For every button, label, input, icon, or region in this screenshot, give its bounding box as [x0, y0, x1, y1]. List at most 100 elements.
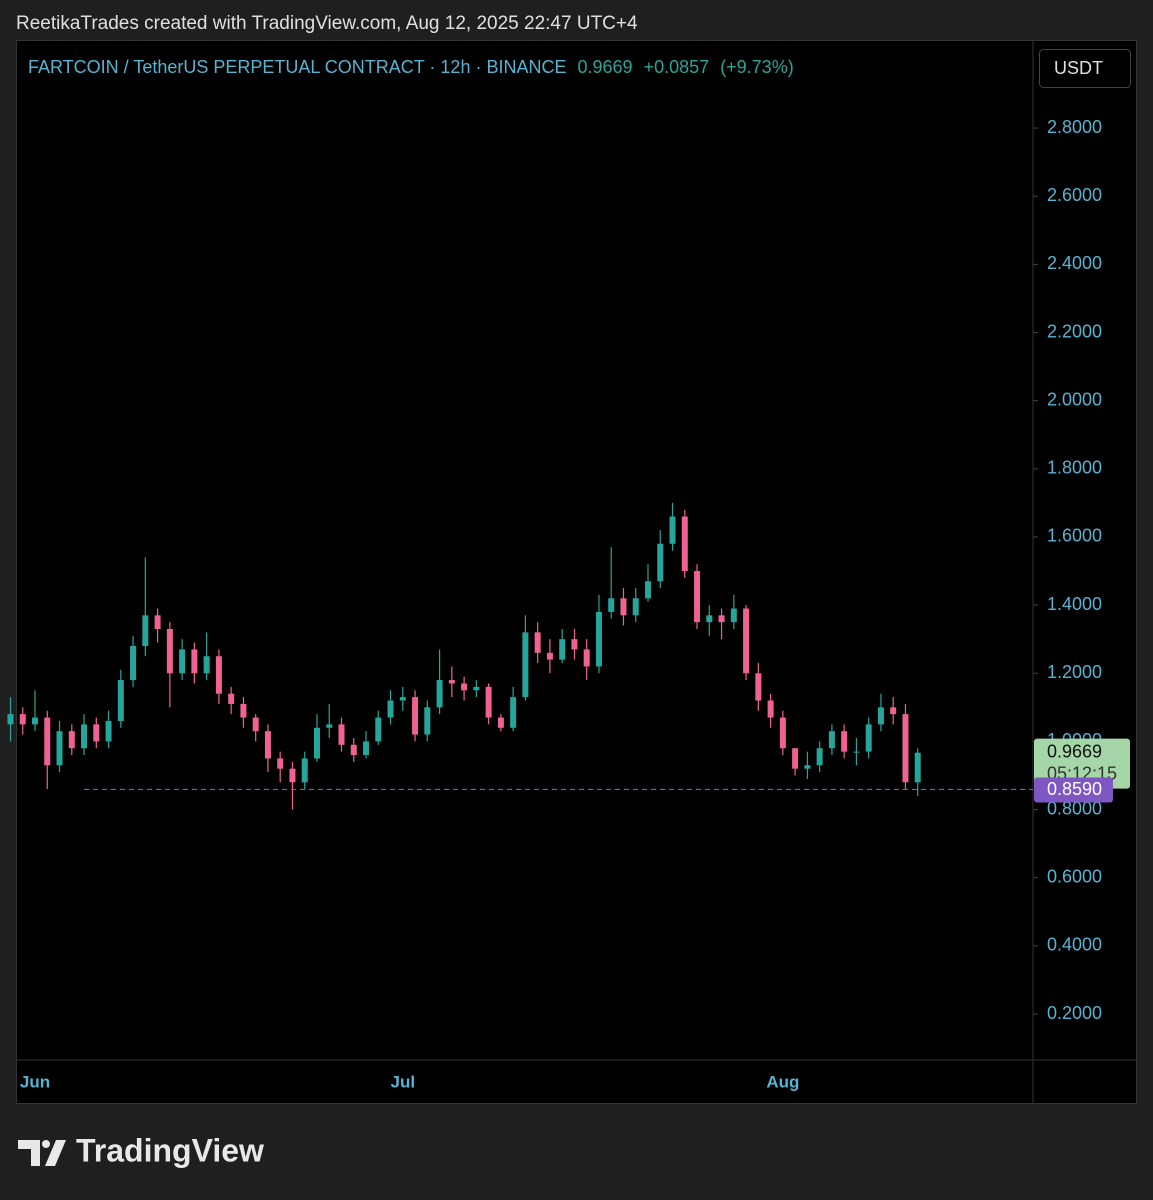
candle-body	[804, 765, 811, 769]
candle-body	[620, 598, 627, 616]
candle-body	[326, 724, 333, 728]
candle-body	[117, 680, 124, 721]
candle-body	[779, 717, 786, 749]
legend-symbol: FARTCOIN / TetherUS PERPETUAL CONTRACT ·…	[28, 57, 566, 77]
candle-body	[792, 748, 799, 769]
candle-body	[755, 673, 762, 701]
candle-body	[657, 543, 664, 582]
candle-body	[289, 768, 296, 783]
candle-body	[853, 751, 860, 753]
candle-body	[19, 714, 26, 725]
candle-body	[313, 727, 320, 759]
legend-change: +0.0857	[644, 57, 710, 77]
y-tick-label: 0.4000	[1047, 935, 1102, 955]
candle-body	[583, 649, 590, 667]
candle-body	[215, 656, 222, 694]
candle-body	[399, 697, 406, 701]
candle-body	[743, 608, 750, 674]
candle-body	[828, 731, 835, 749]
candle-body	[56, 731, 63, 766]
candle-body	[130, 646, 137, 681]
chart-frame	[16, 40, 1137, 1104]
x-tick-label: Aug	[766, 1072, 799, 1091]
currency: USDT	[1054, 58, 1103, 78]
y-tick-label: 0.8000	[1047, 798, 1102, 818]
level-tag	[1034, 777, 1113, 803]
candle-body	[608, 598, 615, 612]
legend-change-pct: (+9.73%)	[720, 57, 794, 77]
price-tag-value: 0.9669	[1047, 741, 1102, 761]
candle-body	[203, 656, 210, 674]
candle-body	[461, 683, 468, 691]
candle-body	[436, 680, 443, 708]
candle-body	[559, 639, 566, 660]
candle-body	[375, 717, 382, 742]
candle-body	[350, 744, 357, 756]
y-tick-label: 1.6000	[1047, 526, 1102, 546]
candle-body	[105, 720, 112, 742]
candle-body	[497, 717, 504, 728]
currency-button[interactable]	[1039, 49, 1131, 88]
candle-body	[252, 717, 259, 732]
candle-body	[412, 697, 419, 735]
candle-body	[730, 608, 737, 623]
candle-body	[534, 632, 541, 653]
candle-body	[142, 615, 149, 646]
candle-body	[645, 581, 651, 599]
candle-body	[301, 758, 308, 783]
y-tick-label: 1.8000	[1047, 458, 1102, 478]
candle-body	[706, 615, 713, 623]
candle-body	[154, 615, 161, 629]
brand-logo	[18, 1140, 66, 1166]
y-tick-label: 1.4000	[1047, 594, 1102, 614]
candle-body	[93, 724, 100, 742]
candle-body	[228, 693, 235, 704]
credit: ReetikaTrades created with TradingView.c…	[16, 13, 638, 34]
candle-body	[166, 628, 173, 674]
candle-body	[510, 697, 517, 728]
y-tick-label: 1.2000	[1047, 662, 1102, 682]
x-tick-label: Jul	[391, 1072, 416, 1091]
y-tick-label: 2.2000	[1047, 321, 1102, 341]
candle-body	[902, 714, 909, 783]
candle-body	[68, 731, 75, 749]
candle-body	[179, 649, 186, 674]
y-tick-label: 0.2000	[1047, 1003, 1102, 1023]
candle-body	[81, 724, 88, 749]
candle-body	[877, 707, 884, 725]
candle-body	[277, 758, 284, 769]
candle-body	[694, 571, 701, 623]
y-tick-label: 2.8000	[1047, 117, 1102, 137]
candle-body	[767, 700, 774, 718]
brand: TradingView	[76, 1132, 264, 1168]
candle-body	[191, 649, 198, 674]
candle-body	[240, 703, 247, 718]
candle-body	[363, 741, 370, 756]
candle-body	[632, 598, 639, 616]
candle-body	[32, 717, 38, 725]
price-tag	[1034, 738, 1130, 789]
candle-body	[338, 724, 345, 745]
level-tag-label: 0.8590	[1047, 779, 1102, 799]
candle-body	[522, 632, 529, 698]
candle-body	[571, 639, 578, 650]
candle-body	[44, 717, 51, 766]
candle-body	[448, 680, 455, 684]
candle-body	[424, 707, 431, 735]
y-tick-label: 0.6000	[1047, 866, 1102, 886]
candle-body	[841, 731, 848, 752]
candle-body	[264, 731, 271, 759]
y-tick-label: 2.0000	[1047, 389, 1102, 409]
y-tick-label: 2.6000	[1047, 185, 1102, 205]
candle-body	[595, 611, 602, 667]
legend-price: 0.9669	[577, 57, 632, 77]
candle-body	[669, 516, 676, 544]
y-tick-label: 2.4000	[1047, 253, 1102, 273]
candle-body	[681, 516, 688, 572]
candle-body	[473, 686, 480, 691]
candle-body	[7, 714, 14, 725]
candle-body	[387, 700, 394, 718]
candle-body	[914, 752, 921, 783]
